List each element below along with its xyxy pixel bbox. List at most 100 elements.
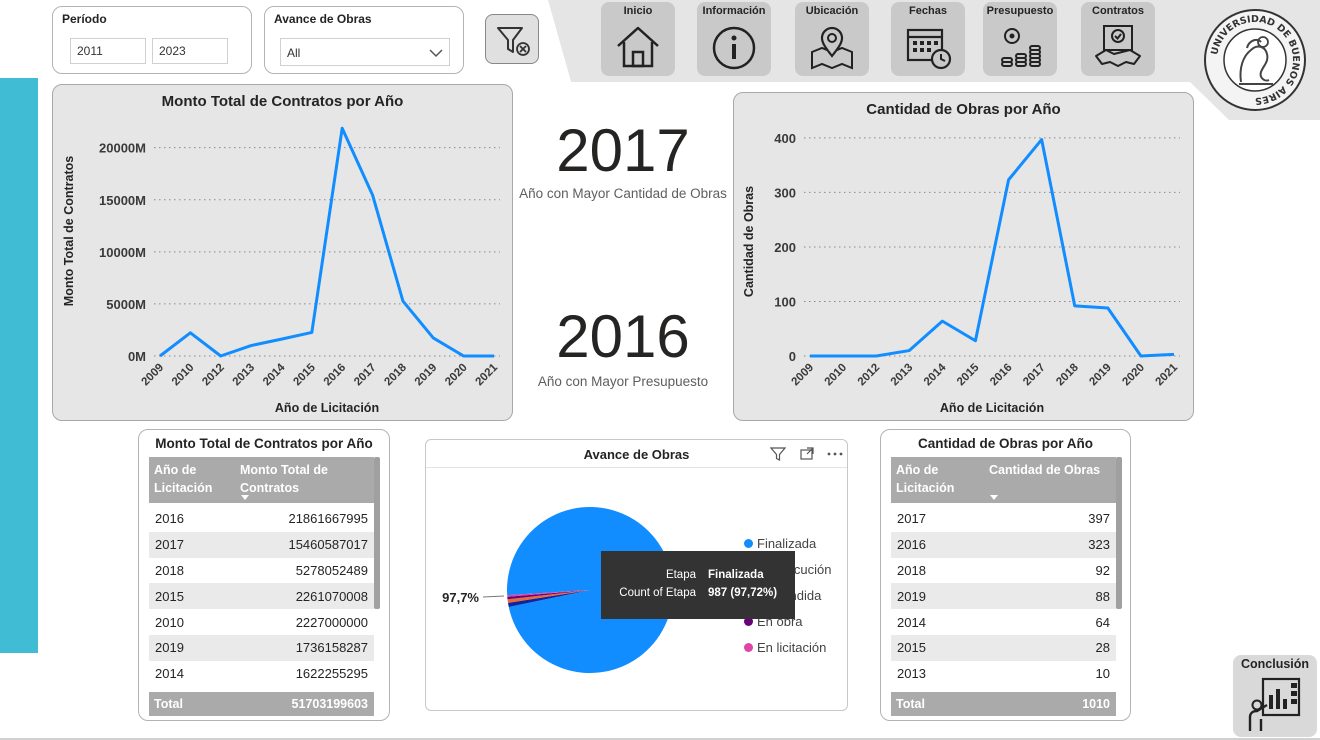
- table-row[interactable]: 2019 88: [891, 583, 1116, 610]
- table-row[interactable]: 2015 2261070008: [149, 583, 374, 610]
- legend-marker: [744, 642, 753, 652]
- sort-desc-icon: [990, 495, 998, 500]
- pie-slice[interactable]: [507, 590, 590, 597]
- avance-dropdown-value: All: [287, 46, 301, 60]
- nav-label: Contratos: [1092, 5, 1144, 17]
- table-row[interactable]: 2016 323: [891, 531, 1116, 558]
- series-line[interactable]: [159, 126, 494, 358]
- nav-label: Información: [702, 5, 766, 17]
- table-row[interactable]: 2015 28: [891, 634, 1116, 661]
- x-tick-label: 2010: [170, 362, 197, 389]
- avance-slicer: Avance de Obras All: [264, 6, 464, 74]
- pie-label-leader: [482, 595, 505, 598]
- legend-item[interactable]: En licitación: [744, 634, 831, 660]
- table-body: 2016 21861667995 2017 15460587017 2018 527805…: [149, 506, 374, 687]
- cell-year: 2015: [149, 583, 219, 610]
- sort-desc-icon: [241, 495, 249, 500]
- cell-value: 88: [1014, 583, 1116, 610]
- conclusion-label: Conclusión: [1240, 657, 1310, 671]
- legend-label: Finalizada: [757, 535, 817, 551]
- avance-pie-chart[interactable]: 97,7%: [426, 440, 849, 712]
- pie-slice[interactable]: [507, 507, 673, 673]
- table-row[interactable]: 2016 21861667995: [149, 506, 374, 532]
- cell-value: 2261070008: [218, 583, 374, 610]
- table-row[interactable]: 2019 1736158287: [149, 634, 374, 661]
- tooltip-value-1: Finalizada: [708, 569, 764, 581]
- table-row[interactable]: 2018 5278052489: [149, 558, 374, 584]
- pie-slice[interactable]: [508, 590, 590, 607]
- y-tick-label: 0M: [128, 349, 146, 364]
- x-tick-label: 2012: [200, 362, 227, 389]
- table-row[interactable]: 2010 2227000000: [149, 609, 374, 635]
- cell-year: 2016: [155, 511, 184, 527]
- conclusion-button[interactable]: Conclusión: [1233, 655, 1317, 737]
- x-tick-label: 2015: [955, 361, 982, 388]
- period-from-input[interactable]: 2011: [70, 38, 146, 64]
- page-bottom-border: [0, 738, 1320, 740]
- obras-line-chart-card: Cantidad de Obras por Año 0 100 200 300 400 2…: [733, 92, 1194, 421]
- table-scrollbar[interactable]: [374, 457, 380, 609]
- cell-value: 92: [1095, 562, 1110, 578]
- pie-data-label: 97,7%: [442, 590, 479, 605]
- legend-label: En licitación: [757, 639, 827, 655]
- nav-label: Fechas: [909, 5, 947, 17]
- y-axis-label: Monto Total de Contratos: [62, 156, 76, 306]
- table-row[interactable]: 2014 1622255295: [149, 661, 374, 687]
- legend-item[interactable]: Finalizada: [744, 530, 831, 556]
- table-header: Año de Licitación Cantidad de Obras: [891, 457, 1116, 503]
- x-tick-label: 2019: [1087, 362, 1114, 389]
- x-tick-label: 2017: [1021, 362, 1048, 389]
- table-title: Cantidad de Obras por Año: [917, 436, 1093, 451]
- x-tick-label: 2009: [140, 362, 167, 389]
- table-total-row: Total 51703199603: [149, 692, 374, 716]
- column-header-monto[interactable]: Monto Total de Contratos: [240, 463, 328, 495]
- clear-filters-button[interactable]: [485, 14, 539, 64]
- chevron-down-icon: [429, 49, 443, 58]
- x-tick-label: 2020: [1120, 362, 1147, 389]
- column-header-year[interactable]: Año de Licitación: [896, 463, 955, 495]
- obras-table-card: Cantidad de Obras por Año Año de Licitac…: [880, 429, 1131, 721]
- nav-button-presupuesto[interactable]: Presupuesto: [983, 2, 1057, 76]
- table-scrollbar[interactable]: [1116, 457, 1122, 609]
- nav-button-inicio[interactable]: Inicio: [601, 2, 675, 76]
- kpi-year-most-works: 2017: [556, 117, 690, 184]
- table-row[interactable]: 2017 397: [891, 506, 1116, 532]
- x-tick-label: 2016: [322, 362, 349, 389]
- home-icon: [617, 26, 659, 68]
- tooltip-value-2: 987 (97,72%): [708, 587, 778, 599]
- more-options-icon[interactable]: [826, 446, 844, 462]
- avance-slicer-title: Avance de Obras: [274, 12, 372, 26]
- pie-slice[interactable]: [507, 590, 590, 603]
- focus-mode-icon[interactable]: [799, 446, 815, 462]
- column-header-cantidad[interactable]: Cantidad de Obras: [989, 463, 1101, 477]
- table-row[interactable]: 2017 15460587017: [149, 531, 374, 558]
- table-title: Monto Total de Contratos por Año: [155, 436, 373, 451]
- x-tick-label: 2021: [1154, 361, 1181, 388]
- monto-table-card: Monto Total de Contratos por Año Año de …: [138, 429, 390, 721]
- info-icon: [712, 26, 756, 70]
- cell-year: 2014: [155, 666, 184, 682]
- nav-button-fechas[interactable]: Fechas: [891, 2, 965, 76]
- filter-icon[interactable]: [770, 446, 786, 462]
- cell-value: 15460587017: [218, 531, 374, 558]
- table-row[interactable]: 2014 64: [891, 609, 1116, 635]
- pie-slice[interactable]: [507, 590, 590, 600]
- table-row[interactable]: 2018 92: [891, 558, 1116, 584]
- avance-dropdown[interactable]: All: [280, 38, 450, 66]
- x-tick-label: 2020: [443, 362, 470, 389]
- cell-year: 2016: [891, 531, 1015, 558]
- column-header-year[interactable]: Año de Licitación: [154, 463, 213, 495]
- nav-button-contratos[interactable]: Contratos: [1081, 2, 1155, 76]
- nav-button-informacion[interactable]: Información: [697, 2, 771, 76]
- series-line[interactable]: [810, 138, 1175, 358]
- period-slicer-title: Período: [62, 12, 107, 26]
- x-tick-label: 2009: [790, 362, 817, 389]
- x-tick-label: 2013: [231, 362, 258, 389]
- cell-value: 21861667995: [288, 511, 368, 527]
- nav-button-ubicacion[interactable]: Ubicación: [795, 2, 869, 76]
- chart-title: Monto Total de Contratos por Año: [161, 93, 404, 110]
- table-row[interactable]: 2013 10: [891, 661, 1116, 687]
- period-to-input[interactable]: 2023: [152, 38, 228, 64]
